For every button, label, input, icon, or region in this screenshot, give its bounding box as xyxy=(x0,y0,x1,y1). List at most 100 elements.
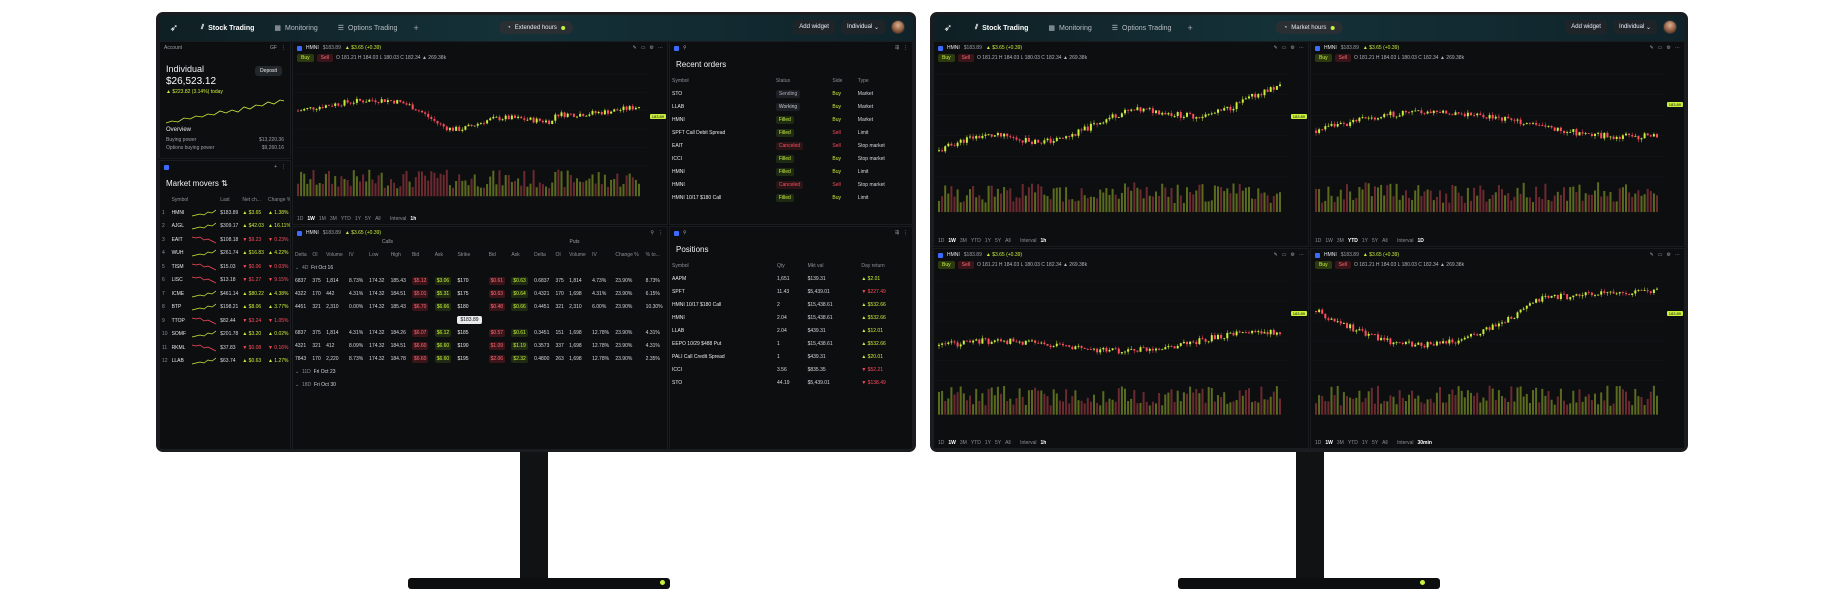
option-row[interactable]: 4321 321 412 8.09% 174.32 184.51 $6.60 $6.60 $19… xyxy=(293,339,667,352)
table-row[interactable]: AAPM 1,651 $139.31 ▲ $2.01 xyxy=(670,272,912,285)
table-row[interactable]: 5 TISM $15.03 ▼ $0.06 ▼ 0.03% xyxy=(160,260,290,274)
table-row[interactable]: HMNI Canceled Sell Stop market xyxy=(670,178,912,191)
tf-option[interactable]: 3M xyxy=(959,440,967,446)
tf-option[interactable]: 1W xyxy=(948,238,956,244)
col-header[interactable]: OI xyxy=(555,252,561,258)
interval-select[interactable]: 1h xyxy=(1040,238,1047,244)
settings-icon[interactable]: ⚙ xyxy=(1666,45,1671,51)
deposit-button[interactable]: Deposit xyxy=(255,66,282,76)
sell-button[interactable]: Sell xyxy=(1334,54,1351,62)
table-row[interactable]: SPFT Call Debit Spread Filled Sell Limit xyxy=(670,126,912,139)
table-row[interactable]: 9 TTOP $82.44 ▼ $3.24 ▼ 1.05% xyxy=(160,314,290,328)
extended-hours-pill[interactable]: ◔ Extended hours xyxy=(499,21,573,34)
option-cell[interactable]: $0.57 xyxy=(487,326,510,339)
option-row[interactable]: 7843 170 2,220 8.73% 174.32 184.78 $6.60 $6.60 $… xyxy=(293,352,667,365)
tf-1y[interactable]: 1Y xyxy=(354,216,361,222)
buy-button[interactable]: Buy xyxy=(938,54,955,62)
tf-option[interactable]: YTD xyxy=(1347,440,1358,446)
table-row[interactable]: HMNI Filled Buy Limit xyxy=(670,165,912,178)
filter-icon[interactable]: ⇶ xyxy=(894,230,899,236)
more-icon[interactable]: ⋮ xyxy=(281,164,286,170)
filter-icon[interactable]: ⇶ xyxy=(894,45,899,51)
expiry-group-row[interactable]: ⌄ 4D Fri Oct 16 xyxy=(293,261,667,274)
option-cell[interactable]: $6.60 xyxy=(433,352,456,365)
col-header[interactable]: Bid xyxy=(411,252,420,258)
screenshot-icon[interactable]: ▭ xyxy=(640,45,646,51)
tf-ytd[interactable]: YTD xyxy=(340,216,351,222)
tf-option[interactable]: 1D xyxy=(938,440,945,446)
candlestick-chart[interactable] xyxy=(934,66,1309,232)
option-cell[interactable]: $5.01 xyxy=(410,287,433,300)
option-cell[interactable]: $0.48 xyxy=(487,300,510,313)
col-side[interactable]: Side xyxy=(832,78,843,84)
col-header[interactable]: Ask xyxy=(434,252,444,258)
col-status[interactable]: Status xyxy=(775,78,791,84)
table-row[interactable]: 3 EAIT $108.18 ▼ $9.23 ▼ 0.23% xyxy=(160,233,290,247)
col-change-pct[interactable]: Change % xyxy=(267,197,291,203)
table-row[interactable]: 8 BTP $198.21 ▲ $8.06 ▲ 3.77% xyxy=(160,301,290,315)
add-widget-button[interactable]: Add widget xyxy=(1565,20,1607,34)
tf-option[interactable]: YTD xyxy=(970,238,981,244)
account-select[interactable]: Individual ⌄ xyxy=(1612,20,1657,34)
option-cell[interactable]: $1.09 xyxy=(487,339,510,352)
option-cell[interactable]: $3.06 xyxy=(433,274,456,287)
option-cell[interactable]: $5.31 xyxy=(433,287,456,300)
more-icon[interactable]: ⋮ xyxy=(281,45,286,51)
tf-option[interactable]: 3M xyxy=(1336,238,1344,244)
col-last[interactable]: Last xyxy=(220,197,230,203)
table-row[interactable]: EEPO 10/29 $488 Put 1 $15,438.61 ▲ $532.66 xyxy=(670,337,912,350)
tf-option[interactable]: 1W xyxy=(1325,440,1333,446)
col-header[interactable]: Bid xyxy=(488,252,496,258)
tf-option[interactable]: All xyxy=(1382,440,1388,446)
table-row[interactable]: STO Sending Buy Market xyxy=(670,87,912,100)
option-cell[interactable]: $0.63 xyxy=(509,274,532,287)
settings-icon[interactable]: ⚙ xyxy=(649,45,654,51)
col-header[interactable]: Change % xyxy=(615,252,639,258)
sell-button[interactable]: Sell xyxy=(957,54,974,62)
market-movers-title[interactable]: Market movers ⇅ xyxy=(166,179,228,188)
option-cell[interactable]: $6.07 xyxy=(410,326,433,339)
option-cell[interactable]: $6.12 xyxy=(433,326,456,339)
search-icon[interactable]: ⚲ xyxy=(683,230,687,236)
buy-button[interactable]: Buy xyxy=(1315,54,1332,62)
table-row[interactable]: 4 WUH $261.74 ▲ $16.83 ▲ 4.22% xyxy=(160,247,290,261)
col-header[interactable]: Ask xyxy=(511,252,520,258)
col-header[interactable]: Delta xyxy=(534,252,546,258)
tf-option[interactable]: 1D xyxy=(938,238,945,244)
option-cell[interactable]: $6.60 xyxy=(433,339,456,352)
table-row[interactable]: HMNI 2.04 $15,438.61 ▲ $532.66 xyxy=(670,311,912,324)
col-header[interactable]: IV xyxy=(349,252,354,258)
tf-1d[interactable]: 1D xyxy=(297,216,304,222)
add-widget-button[interactable]: Add widget xyxy=(793,20,835,34)
col-header[interactable]: Delta xyxy=(295,252,307,258)
col-qty[interactable]: Qty xyxy=(777,263,785,269)
option-cell[interactable]: $6.60 xyxy=(410,339,433,352)
tf-option[interactable]: 1Y xyxy=(984,440,991,446)
table-row[interactable]: SPFT 11.43 $5,439.01 ▼ $227.49 xyxy=(670,285,912,298)
tab-monitoring[interactable]: ▦ Monitoring xyxy=(1048,24,1092,33)
add-tab-button[interactable]: + xyxy=(1187,23,1193,33)
tf-option[interactable]: 5Y xyxy=(994,238,1002,244)
option-row[interactable]: 4451 321 2,310 0.00% 174.32 185.43 $6.70 $6.66 $… xyxy=(293,300,667,313)
option-cell[interactable]: $0.61 xyxy=(509,326,532,339)
expiry-group-row[interactable]: ⌄ 11D Fri Oct 23 xyxy=(293,365,667,378)
table-row[interactable]: LLAB 2.04 $439.31 ▲ $12.01 xyxy=(670,324,912,337)
avatar[interactable] xyxy=(1663,20,1677,34)
col-net-change[interactable]: Net ch... xyxy=(242,197,261,203)
add-tab-button[interactable]: + xyxy=(413,23,419,33)
account-select[interactable]: Individual ⌄ xyxy=(840,20,885,34)
table-row[interactable]: ICCI Filled Buy Stop market xyxy=(670,152,912,165)
tf-option[interactable]: All xyxy=(1382,238,1388,244)
interval-select[interactable]: 1h xyxy=(1040,440,1047,446)
col-mkt-val[interactable]: Mkt val xyxy=(807,263,824,269)
option-cell[interactable]: $1.19 xyxy=(509,339,532,352)
settings-icon[interactable]: ⚙ xyxy=(1666,252,1671,258)
sell-button[interactable]: Sell xyxy=(957,261,974,269)
expiry-group-row[interactable]: ⌄ 18D Fri Oct 30 xyxy=(293,378,667,391)
feather-logo-icon[interactable]: ➶ xyxy=(169,22,179,34)
tf-option[interactable]: 1Y xyxy=(984,238,991,244)
option-cell[interactable]: $0.66 xyxy=(509,300,532,313)
search-icon[interactable]: ⚲ xyxy=(683,45,687,51)
table-row[interactable]: STO 44.19 $5,439.01 ▼ $138.49 xyxy=(670,376,912,389)
more-icon[interactable]: ⋯ xyxy=(1675,45,1680,51)
